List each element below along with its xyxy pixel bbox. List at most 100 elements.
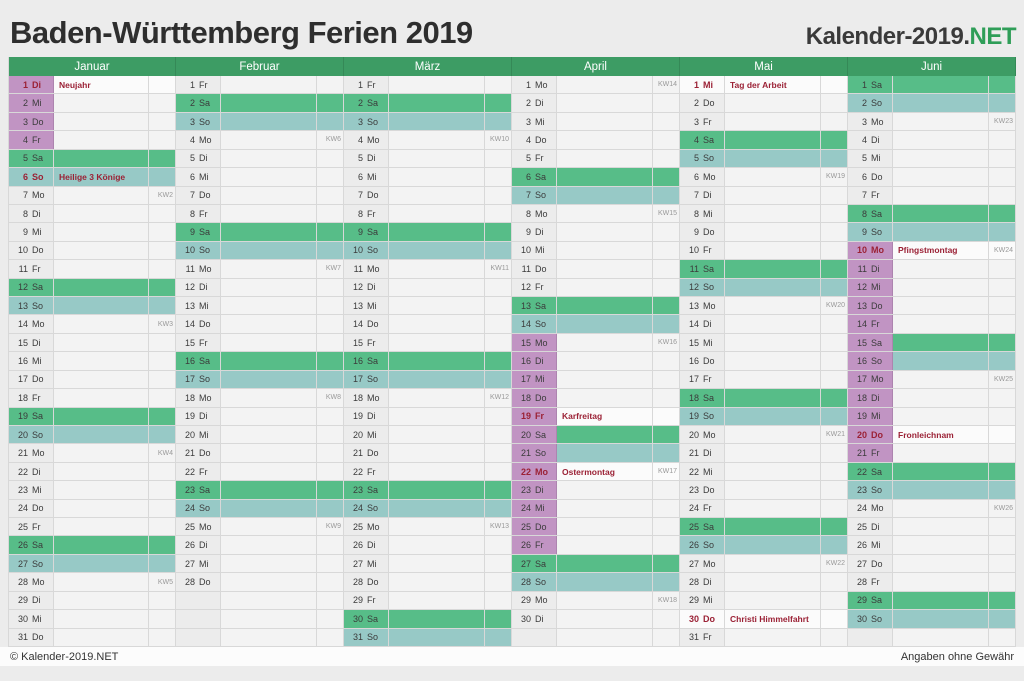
weekday-label: Fr <box>871 190 880 201</box>
calendar-week-cell <box>485 554 511 573</box>
calendar-week-cell <box>149 168 175 186</box>
day-cell <box>512 628 557 646</box>
event-cell <box>221 573 317 591</box>
day-number: 26 <box>17 540 28 551</box>
event-cell <box>893 518 989 536</box>
weekday-label: Fr <box>367 208 376 219</box>
site-logo[interactable]: Kalender-2019.NET <box>806 23 1017 51</box>
day-row: 4 Sa <box>680 131 847 150</box>
day-row: 25 Di <box>848 518 1015 537</box>
event-cell <box>725 278 821 297</box>
weekday-label: Sa <box>199 355 211 366</box>
day-row: 15 Di <box>9 333 175 353</box>
day-cell: 30 Di <box>512 610 557 628</box>
day-number: 23 <box>856 484 867 495</box>
day-cell: 19 Fr <box>512 407 557 425</box>
month-header: Juni <box>848 57 1016 76</box>
weekday-label: Mi <box>32 484 42 495</box>
day-number: 11 <box>185 263 195 274</box>
event-cell <box>893 112 989 131</box>
calendar-week-cell <box>485 425 511 444</box>
footer-copyright[interactable]: © Kalender-2019.NET <box>10 650 119 663</box>
day-cell: 18 Mo <box>176 389 221 407</box>
weekday-label: Mi <box>871 282 881 293</box>
day-number: 15 <box>688 337 699 348</box>
calendar-week-cell <box>989 186 1015 204</box>
calendar-week-cell <box>317 149 343 168</box>
event-cell <box>725 315 821 333</box>
day-number: 21 <box>17 448 28 459</box>
day-number: 6 <box>693 171 699 182</box>
day-cell: 25 Di <box>848 518 893 536</box>
event-cell <box>221 407 317 425</box>
day-row: 16 Di <box>512 352 679 371</box>
calendar-week-cell <box>653 297 679 315</box>
day-cell: 29 Sa <box>848 591 893 610</box>
calendar-week-cell <box>149 94 175 112</box>
day-cell: 11 Fr <box>9 260 54 278</box>
weekday-label: Fr <box>535 411 544 422</box>
day-row: 26 Sa <box>9 536 175 555</box>
day-cell: 18 Di <box>848 389 893 407</box>
weekday-label: Fr <box>199 79 208 90</box>
event-cell <box>893 444 989 462</box>
event-cell <box>557 352 653 370</box>
weekday-label: Sa <box>871 79 883 90</box>
calendar-week-cell <box>821 186 847 204</box>
calendar-week-cell <box>317 204 343 223</box>
day-cell: 22 Mi <box>680 462 725 481</box>
day-cell: 15 Mi <box>680 333 725 352</box>
weekday-label: Di <box>199 540 208 551</box>
event-cell <box>893 407 989 425</box>
calendar-week-cell: KW17 <box>653 462 679 481</box>
calendar-week-cell <box>821 628 847 646</box>
weekday-label: Sa <box>199 227 211 238</box>
calendar-week-cell <box>989 407 1015 425</box>
day-number: 11 <box>521 263 531 274</box>
day-cell <box>176 591 221 610</box>
event-cell <box>54 297 149 315</box>
event-cell: Ostermontag <box>557 462 653 481</box>
day-cell: 23 So <box>848 481 893 499</box>
event-cell <box>725 536 821 554</box>
event-cell <box>389 425 485 444</box>
event-cell <box>221 444 317 462</box>
day-number: 30 <box>520 613 531 624</box>
weekday-label: Do <box>32 374 44 385</box>
day-row: 6 Mi <box>176 168 343 187</box>
day-cell: 22 Di <box>9 462 54 481</box>
event-cell <box>389 241 485 260</box>
day-row: 26 So <box>680 536 847 555</box>
weekday-label: Sa <box>32 153 44 164</box>
weekday-label: Di <box>871 392 880 403</box>
calendar-week-cell: KW10 <box>485 131 511 149</box>
day-number: 20 <box>352 429 363 440</box>
calendar-week-cell <box>149 407 175 425</box>
day-number: 15 <box>520 337 531 348</box>
holiday-name: Ostermontag <box>562 466 615 477</box>
month-column-marz: März 1 Fr 2 Sa 3 So 4 Mo KW10 5 Di 6 Mi 7 Do 8 Fr 9 Sa 10 So 1… <box>344 57 512 647</box>
event-cell <box>893 591 989 610</box>
day-cell: 3 Mi <box>512 112 557 131</box>
weekday-label: Mi <box>703 337 713 348</box>
day-number: 19 <box>520 411 531 422</box>
calendar-week-cell <box>989 260 1015 278</box>
calendar-week-cell <box>653 628 679 646</box>
day-cell: 23 Mi <box>9 481 54 499</box>
day-row: 4 Di <box>848 131 1015 150</box>
calendar-week-cell <box>989 628 1015 646</box>
day-row: 21 Fr <box>848 444 1015 463</box>
weekday-label: So <box>871 98 883 109</box>
day-cell: 9 Sa <box>344 223 389 241</box>
weekday-label: Fr <box>703 116 712 127</box>
day-cell: 5 Di <box>176 149 221 168</box>
day-cell: 26 Di <box>176 536 221 554</box>
day-number: 24 <box>856 503 867 514</box>
weekday-label: Sa <box>367 227 379 238</box>
day-cell: 27 Sa <box>512 554 557 573</box>
calendar-week-cell <box>317 591 343 610</box>
day-row: 23 So <box>848 481 1015 500</box>
day-cell: 10 Fr <box>680 241 725 260</box>
weekday-label: So <box>871 613 883 624</box>
day-cell: 4 Mo <box>344 131 389 149</box>
